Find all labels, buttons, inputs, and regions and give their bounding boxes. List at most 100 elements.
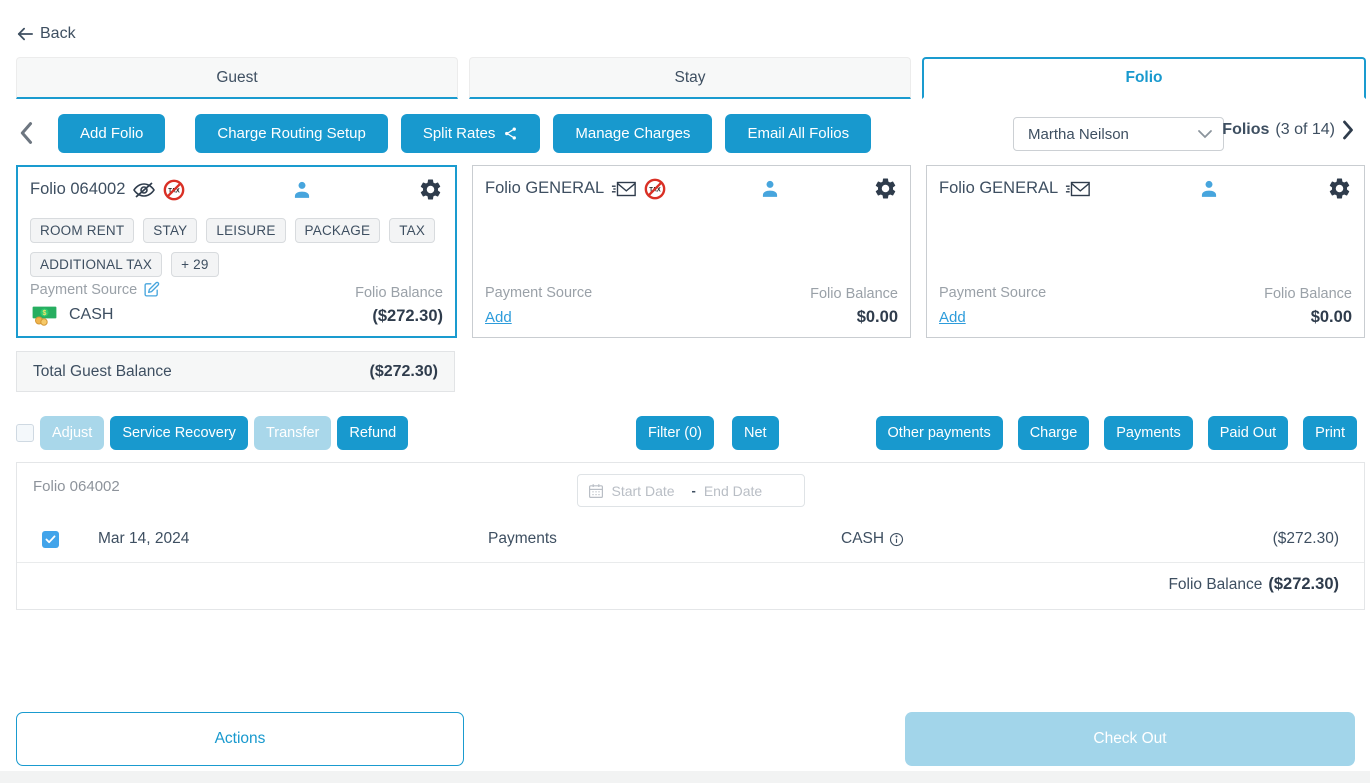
right-action-buttons: Other payments Charge Payments Paid Out …: [875, 416, 1357, 450]
left-action-buttons: Adjust Service Recovery Transfer Refund: [40, 416, 409, 450]
folio-card-title: Folio GENERAL: [939, 179, 1059, 197]
chevron-down-icon: [1197, 129, 1213, 139]
share-icon: [503, 126, 518, 141]
tab-stay[interactable]: Stay: [469, 57, 911, 99]
center-action-buttons: Filter (0) Net: [636, 416, 779, 450]
transaction-method: CASH: [841, 530, 904, 548]
split-rates-button[interactable]: Split Rates: [400, 114, 541, 153]
folio-card-title: Folio 064002: [30, 180, 126, 198]
payment-source-label: Payment Source: [30, 281, 138, 298]
folios-pagination: Folios (3 of 14): [1222, 120, 1354, 140]
adjust-button[interactable]: Adjust: [40, 416, 105, 450]
svg-text:$: $: [43, 310, 47, 317]
no-tax-icon: TAX: [163, 179, 185, 201]
filter-button[interactable]: Filter (0): [636, 416, 714, 450]
add-payment-source-link[interactable]: Add: [939, 309, 966, 326]
charge-button[interactable]: Charge: [1017, 416, 1090, 450]
total-guest-balance: Total Guest Balance ($272.30): [16, 351, 455, 392]
total-guest-balance-value: ($272.30): [369, 362, 439, 380]
folio-card-general-1[interactable]: Folio GENERAL TAX Payment Source: [472, 165, 911, 338]
payment-source-label: Payment Source: [485, 285, 593, 301]
folio-balance-value: ($272.30): [372, 307, 443, 325]
tag-chip-more[interactable]: + 29: [171, 252, 219, 277]
transactions-panel: Folio 064002 - Mar 14, 2024 Payments CAS…: [16, 462, 1365, 610]
folio-balance-label: Folio Balance: [1264, 286, 1352, 302]
guest-person-icon[interactable]: [760, 179, 780, 199]
transaction-date: Mar 14, 2024: [98, 530, 190, 547]
info-icon[interactable]: [889, 532, 904, 547]
tag-chip: STAY: [143, 218, 198, 243]
service-recovery-button[interactable]: Service Recovery: [110, 416, 248, 450]
folio-card-064002[interactable]: Folio 064002 TAX ROOM RENT STAY LEISURE: [16, 165, 457, 338]
guest-person-icon[interactable]: [292, 180, 312, 200]
date-range-separator: -: [691, 483, 696, 498]
calendar-icon: [588, 483, 604, 499]
folio-card-general-2[interactable]: Folio GENERAL Payment Source Add: [926, 165, 1365, 338]
manage-charges-button[interactable]: Manage Charges: [553, 114, 713, 153]
bottom-strip: [0, 771, 1370, 783]
folio-cards: Folio 064002 TAX ROOM RENT STAY LEISURE: [16, 165, 1365, 338]
tab-bar: Guest Stay Folio: [16, 57, 1366, 99]
select-all-checkbox[interactable]: [16, 424, 34, 442]
tag-chip: ROOM RENT: [30, 218, 135, 243]
cash-icon: $: [30, 304, 60, 326]
tab-folio[interactable]: Folio: [922, 57, 1366, 99]
tag-chip: TAX: [389, 218, 436, 243]
scroll-left-icon[interactable]: [20, 121, 34, 150]
charge-routing-setup-button[interactable]: Charge Routing Setup: [195, 114, 388, 153]
eye-slash-icon: [132, 180, 156, 200]
folio-balance-value: $0.00: [856, 308, 898, 326]
scroll-right-icon[interactable]: [1341, 120, 1354, 140]
tag-chip: LEISURE: [206, 218, 286, 243]
folio-settings-icon[interactable]: [418, 177, 443, 202]
payments-button[interactable]: Payments: [1104, 416, 1193, 450]
send-mail-icon: [1065, 180, 1091, 198]
other-payments-button[interactable]: Other payments: [875, 416, 1003, 450]
date-range-picker[interactable]: -: [576, 474, 805, 507]
check-out-button[interactable]: Check Out: [905, 712, 1355, 766]
tab-guest[interactable]: Guest: [16, 57, 458, 99]
transaction-amount: ($272.30): [1272, 530, 1339, 547]
folio-card-title: Folio GENERAL: [485, 179, 605, 197]
folio-balance-label: Folio Balance: [355, 285, 443, 301]
net-button[interactable]: Net: [731, 416, 779, 450]
edit-payment-icon[interactable]: [143, 281, 160, 298]
folio-tag-list: ROOM RENT STAY LEISURE PACKAGE TAX ADDIT…: [30, 218, 443, 277]
print-button[interactable]: Print: [1303, 416, 1357, 450]
row-checkbox-checked[interactable]: [42, 531, 59, 548]
email-all-folios-button[interactable]: Email All Folios: [725, 114, 872, 153]
tag-chip: PACKAGE: [294, 218, 381, 243]
paid-out-button[interactable]: Paid Out: [1207, 416, 1289, 450]
back-button[interactable]: Back: [16, 25, 76, 43]
add-folio-button[interactable]: Add Folio: [58, 114, 166, 153]
transaction-type: Payments: [488, 530, 557, 547]
toolbar-buttons: Add Folio Charge Routing Setup Split Rat…: [58, 114, 872, 153]
folio-balance-label: Folio Balance: [810, 286, 898, 302]
folios-label: Folios: [1222, 121, 1270, 138]
guest-select[interactable]: Martha Neilson: [1013, 117, 1224, 151]
table-folio-balance-label: Folio Balance: [1168, 576, 1263, 593]
payment-method-value: CASH: [69, 306, 114, 323]
end-date-input[interactable]: [703, 482, 776, 499]
folio-settings-icon[interactable]: [1327, 176, 1352, 201]
no-tax-icon: TAX: [644, 178, 666, 200]
transaction-row[interactable]: Mar 14, 2024 Payments CASH ($272.30): [17, 517, 1364, 563]
transactions-actions-row: Adjust Service Recovery Transfer Refund …: [0, 416, 1370, 450]
send-mail-icon: [611, 180, 637, 198]
actions-button[interactable]: Actions: [16, 712, 464, 766]
back-arrow-icon: [16, 26, 34, 42]
start-date-input[interactable]: [611, 482, 684, 499]
guest-select-value: Martha Neilson: [1028, 125, 1129, 143]
add-payment-source-link[interactable]: Add: [485, 309, 512, 326]
refund-button[interactable]: Refund: [337, 416, 409, 450]
folio-settings-icon[interactable]: [873, 176, 898, 201]
folio-toolbar: Add Folio Charge Routing Setup Split Rat…: [0, 114, 1370, 154]
guest-person-icon[interactable]: [1199, 179, 1219, 199]
folios-count: (3 of 14): [1275, 121, 1335, 138]
transfer-button[interactable]: Transfer: [253, 416, 332, 450]
payment-source-label: Payment Source: [939, 285, 1047, 301]
total-guest-balance-label: Total Guest Balance: [33, 362, 172, 380]
tag-chip: ADDITIONAL TAX: [30, 252, 163, 277]
folio-balance-value: $0.00: [1310, 308, 1352, 326]
